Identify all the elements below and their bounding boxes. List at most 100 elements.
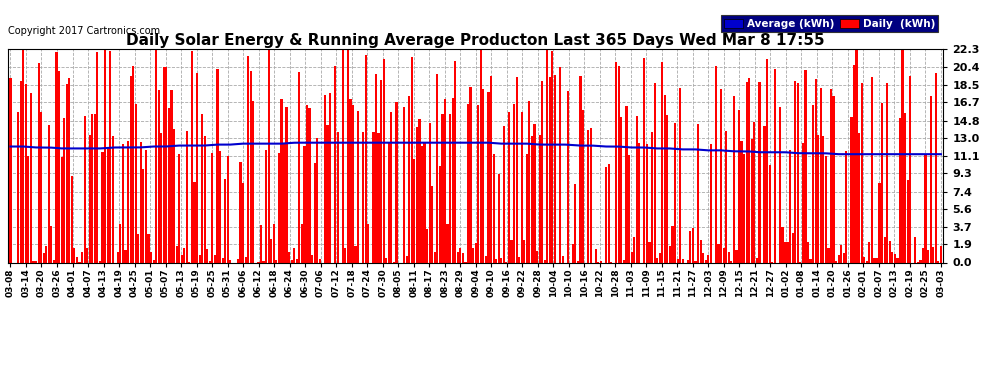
Bar <box>738 110 741 262</box>
Bar <box>503 126 505 262</box>
Title: Daily Solar Energy & Running Average Producton Last 365 Days Wed Mar 8 17:55: Daily Solar Energy & Running Average Pro… <box>127 33 825 48</box>
Bar <box>909 76 912 262</box>
Bar <box>492 154 495 262</box>
Bar <box>25 84 27 262</box>
Bar <box>845 152 847 262</box>
Bar <box>138 234 140 262</box>
Bar <box>94 114 96 262</box>
Bar <box>855 49 857 262</box>
Bar <box>587 130 589 262</box>
Bar <box>219 151 221 262</box>
Bar <box>293 248 295 262</box>
Bar <box>825 156 827 262</box>
Bar <box>838 255 840 262</box>
Bar <box>758 82 760 262</box>
Bar <box>262 261 264 262</box>
Bar <box>180 255 183 262</box>
Bar <box>135 104 137 262</box>
Bar <box>682 259 684 262</box>
Bar <box>224 179 227 262</box>
Bar <box>245 258 247 262</box>
Bar <box>518 257 520 262</box>
Bar <box>155 49 157 262</box>
Bar <box>362 132 364 262</box>
Bar <box>421 146 423 262</box>
Bar <box>907 180 909 262</box>
Bar <box>165 67 167 262</box>
Bar <box>789 150 791 262</box>
Bar <box>922 248 924 262</box>
Bar <box>380 80 382 262</box>
Bar <box>653 83 655 262</box>
Bar <box>582 110 584 262</box>
Bar <box>639 143 641 262</box>
Bar <box>720 89 722 262</box>
Bar <box>779 107 781 262</box>
Bar <box>30 93 32 262</box>
Bar <box>265 150 267 262</box>
Bar <box>454 61 456 262</box>
Text: Copyright 2017 Cartronics.com: Copyright 2017 Cartronics.com <box>8 26 160 36</box>
Bar <box>385 258 387 262</box>
Bar <box>644 58 645 262</box>
Bar <box>477 105 479 262</box>
Bar <box>590 128 592 262</box>
Bar <box>731 261 733 262</box>
Bar <box>99 261 101 262</box>
Bar <box>605 167 607 262</box>
Bar <box>451 99 453 262</box>
Bar <box>204 136 206 262</box>
Bar <box>865 261 868 262</box>
Bar <box>705 260 707 262</box>
Bar <box>656 258 658 262</box>
Bar <box>633 237 636 262</box>
Bar <box>579 76 581 262</box>
Bar <box>858 134 860 262</box>
Bar <box>469 87 471 262</box>
Bar <box>904 113 906 262</box>
Bar <box>692 228 694 262</box>
Bar <box>349 99 351 262</box>
Bar <box>539 135 541 262</box>
Bar <box>48 125 50 262</box>
Bar <box>170 90 172 262</box>
Bar <box>372 132 374 262</box>
Bar <box>930 96 932 262</box>
Bar <box>577 261 579 262</box>
Bar <box>741 141 742 262</box>
Bar <box>291 260 293 262</box>
Bar <box>733 96 735 262</box>
Bar <box>327 125 329 262</box>
Bar <box>828 248 830 262</box>
Bar <box>122 144 124 262</box>
Bar <box>495 259 497 262</box>
Bar <box>797 83 799 262</box>
Bar <box>884 237 886 262</box>
Bar <box>388 142 390 262</box>
Bar <box>725 131 728 262</box>
Bar <box>22 49 25 262</box>
Bar <box>199 255 201 262</box>
Bar <box>96 52 98 262</box>
Bar <box>511 240 513 262</box>
Bar <box>802 144 804 262</box>
Bar <box>786 242 789 262</box>
Bar <box>33 261 35 262</box>
Bar <box>784 242 786 262</box>
Bar <box>73 248 75 262</box>
Bar <box>498 174 500 262</box>
Bar <box>679 88 681 262</box>
Bar <box>58 71 60 262</box>
Bar <box>755 258 758 262</box>
Bar <box>461 254 464 262</box>
Bar <box>915 237 917 262</box>
Bar <box>878 183 881 262</box>
Bar <box>792 233 794 262</box>
Bar <box>395 102 398 262</box>
Bar <box>439 166 441 262</box>
Bar <box>191 51 193 262</box>
Bar <box>298 72 300 262</box>
Bar <box>375 74 377 262</box>
Bar <box>618 66 620 262</box>
Bar <box>101 152 104 262</box>
